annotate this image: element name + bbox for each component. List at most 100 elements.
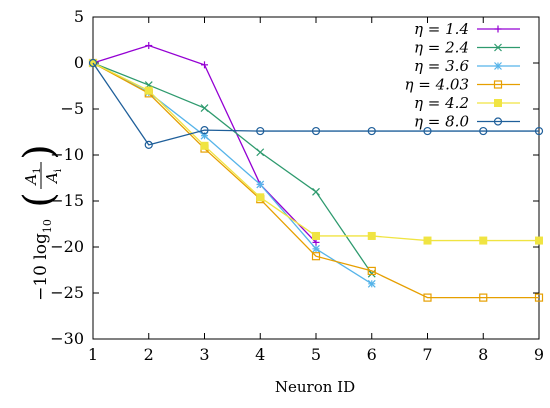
data-point [201, 61, 208, 69]
data-point [311, 252, 321, 261]
legend-item: η = 1.4 [414, 20, 520, 38]
svg-text:−10 log10: −10 log10 [31, 219, 54, 301]
legend-swatch-marker [494, 25, 502, 33]
marker-circle [256, 126, 265, 136]
data-point [200, 141, 209, 150]
marker-stroke [200, 104, 209, 113]
marker-square [311, 252, 321, 261]
marker-filled-square [423, 236, 432, 245]
marker-square [479, 293, 488, 302]
data-point [423, 236, 432, 245]
marker-circle [88, 58, 98, 68]
x-tick-label: 9 [534, 345, 544, 364]
svg-text:Ai: Ai [43, 169, 64, 185]
series-5 [89, 59, 543, 245]
legend-swatch-marker [493, 117, 503, 126]
data-point [479, 236, 488, 245]
plot-frame [92, 16, 540, 340]
marker-circle [479, 126, 488, 136]
x-tick-label: 5 [311, 345, 321, 364]
data-point [479, 293, 488, 302]
legend-swatch-marker [494, 43, 502, 52]
y-label-denominator-sub: i [53, 169, 64, 172]
data-point [367, 126, 376, 136]
marker-circle [423, 126, 432, 136]
marker-stroke [256, 148, 265, 157]
legend: η = 1.4η = 2.4η = 3.6η = 4.03η = 4.2η = … [405, 20, 520, 131]
marker-square [493, 80, 503, 89]
marker-stroke [256, 180, 265, 189]
data-point [312, 231, 320, 240]
marker-circle [200, 126, 209, 135]
marker-filled-square [535, 236, 543, 245]
series-line [92, 62, 539, 299]
y-tick-label: −20 [50, 237, 84, 256]
series-line [92, 62, 539, 146]
y-tick-label: 0 [74, 53, 84, 72]
data-point [312, 187, 320, 196]
y-label-close-paren: ) [16, 144, 62, 160]
x-tick-label: 2 [144, 345, 154, 364]
data-point [479, 126, 488, 136]
y-label-denominator: A [43, 172, 61, 185]
plot-border [92, 16, 540, 340]
svg-text:A1: A1 [22, 167, 43, 186]
legend-swatch-marker [494, 99, 502, 107]
x-axis-ticks: 1 2 3 4 5 6 7 8 9 [88, 17, 544, 364]
data-point [534, 126, 544, 136]
x-tick-label: 6 [367, 345, 377, 364]
x-tick-label: 4 [255, 345, 265, 364]
y-tick-label: −5 [60, 99, 84, 118]
marker-filled-square [494, 99, 502, 107]
data-point [144, 140, 153, 149]
data-point [256, 193, 265, 202]
data-point [145, 42, 153, 50]
y-tick-label: −15 [50, 191, 84, 210]
y-label-open-paren: ( [16, 192, 62, 208]
data-point [312, 238, 320, 246]
data-point [256, 148, 265, 157]
data-point [423, 293, 432, 302]
y-tick-label: −25 [50, 283, 84, 302]
marker-filled-square [367, 231, 376, 240]
y-axis-ticks: 5 0 −5 −10 −15 −20 −25 −30 [50, 7, 539, 348]
data-point [535, 236, 543, 245]
legend-swatch-marker [494, 62, 502, 70]
marker-circle [534, 126, 544, 136]
marker-stroke [312, 187, 320, 196]
data-point [200, 104, 209, 113]
legend-item: η = 2.4 [414, 39, 520, 57]
marker-stroke [367, 279, 376, 288]
data-point [367, 279, 376, 288]
series-line [92, 62, 373, 275]
series-2 [89, 59, 376, 278]
data-point [256, 126, 265, 136]
legend-label: η = 8.0 [414, 113, 469, 131]
data-point [256, 180, 265, 189]
marker-stroke [494, 43, 502, 52]
marker-square [423, 293, 432, 302]
x-tick-label: 3 [199, 345, 209, 364]
marker-stroke [494, 62, 502, 70]
y-label-prefix: −10 log [31, 233, 51, 301]
legend-swatch-marker [493, 80, 503, 89]
y-tick-label: −10 [50, 145, 84, 164]
data-point [367, 266, 376, 276]
legend-item: η = 4.03 [405, 76, 520, 94]
marker-filled-square [312, 231, 320, 240]
data-point [88, 58, 98, 68]
series-4 [88, 58, 544, 302]
y-label-numerator: A [22, 174, 40, 187]
marker-filled-square [479, 236, 488, 245]
marker-square [534, 293, 544, 302]
data-point [312, 244, 320, 253]
x-axis-label: Neuron ID [275, 378, 355, 396]
legend-label: η = 2.4 [414, 39, 469, 57]
marker-circle [493, 117, 503, 126]
marker-stroke [312, 244, 320, 253]
data-point [534, 293, 544, 302]
marker-circle [367, 126, 376, 136]
data-point [367, 231, 376, 240]
marker-circle [311, 126, 321, 136]
